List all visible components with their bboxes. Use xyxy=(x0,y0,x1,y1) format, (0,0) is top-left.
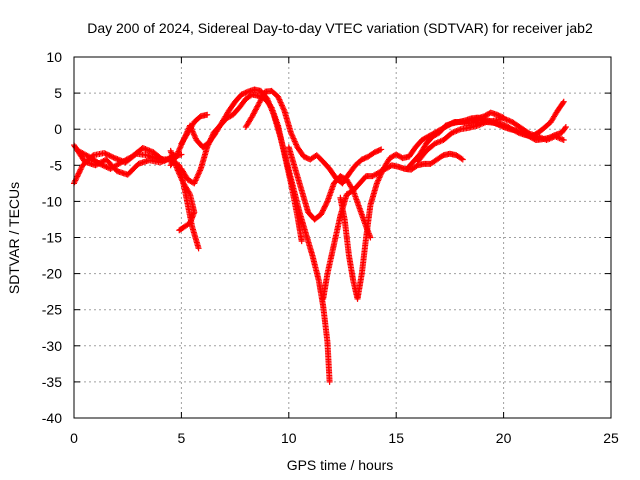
data-point xyxy=(103,164,110,171)
y-tick-label: 0 xyxy=(54,121,62,137)
y-tick-label: 10 xyxy=(46,49,62,65)
series-track-d xyxy=(167,147,198,234)
x-tick-label: 10 xyxy=(281,430,297,446)
data-point xyxy=(103,151,110,158)
data-point xyxy=(177,226,184,233)
series-track-h xyxy=(242,87,385,187)
y-tick-label: -40 xyxy=(42,410,62,426)
data-point xyxy=(110,154,117,161)
data-point xyxy=(562,125,569,132)
data-point xyxy=(76,167,83,174)
data-point xyxy=(500,114,507,121)
data-point xyxy=(176,227,183,234)
data-point xyxy=(298,238,305,245)
data-point xyxy=(459,156,466,163)
data-point xyxy=(326,378,333,385)
data-point xyxy=(560,137,567,144)
data-point xyxy=(559,99,566,106)
data-point xyxy=(100,162,107,169)
chart-title: Day 200 of 2024, Sidereal Day-to-day VTE… xyxy=(87,20,593,36)
data-point xyxy=(78,165,85,172)
data-point xyxy=(106,152,113,159)
series-track-f xyxy=(178,91,305,245)
data-point xyxy=(186,189,193,196)
data-point xyxy=(105,151,112,158)
y-tick-label: -35 xyxy=(42,374,62,390)
y-tick-label: -10 xyxy=(42,193,62,209)
y-tick-label: -20 xyxy=(42,266,62,282)
data-point xyxy=(76,169,83,176)
data-point xyxy=(74,173,81,180)
data-point xyxy=(73,174,80,181)
data-point xyxy=(323,199,330,206)
data-point xyxy=(525,129,532,136)
data-point xyxy=(204,111,211,118)
series-track-k xyxy=(337,98,567,302)
y-tick-label: -25 xyxy=(42,302,62,318)
data-point xyxy=(102,163,109,170)
y-tick-label: 5 xyxy=(54,85,62,101)
data-point xyxy=(77,166,84,173)
data-point xyxy=(560,98,567,105)
data-point xyxy=(458,155,465,162)
grid xyxy=(74,57,611,418)
y-tick-label: -5 xyxy=(50,157,63,173)
x-tick-label: 25 xyxy=(603,430,619,446)
data-point xyxy=(107,153,114,160)
data-point xyxy=(101,150,108,157)
series-track-n xyxy=(468,109,507,124)
data-point xyxy=(99,162,106,169)
x-tick-label: 15 xyxy=(388,430,404,446)
y-tick-label: -15 xyxy=(42,230,62,246)
x-tick-label: 0 xyxy=(70,430,78,446)
data-point xyxy=(109,153,116,160)
series-track-g xyxy=(178,111,211,147)
x-tick-label: 5 xyxy=(178,430,186,446)
data-point xyxy=(75,170,82,177)
axis-ticks: 0 5 10 15 20 25 10 5 0 -5 -10 -15 -20 -25 -30 -35 -40 xyxy=(42,49,619,446)
data-point xyxy=(102,150,109,157)
data-point xyxy=(195,245,202,252)
data-point xyxy=(72,177,79,184)
series-track-c xyxy=(75,144,178,172)
data-point xyxy=(562,124,569,131)
series-track-j xyxy=(320,150,466,302)
data-point xyxy=(96,160,103,167)
x-axis-label: GPS time / hours xyxy=(287,457,394,473)
data-point xyxy=(378,146,385,153)
data-point xyxy=(71,178,78,185)
data-point xyxy=(74,172,81,179)
y-axis-label: SDTVAR / TECUs xyxy=(6,182,22,294)
x-tick-label: 20 xyxy=(496,430,512,446)
data-points xyxy=(71,86,569,385)
data-point xyxy=(98,161,105,168)
y-tick-label: -30 xyxy=(42,338,62,354)
